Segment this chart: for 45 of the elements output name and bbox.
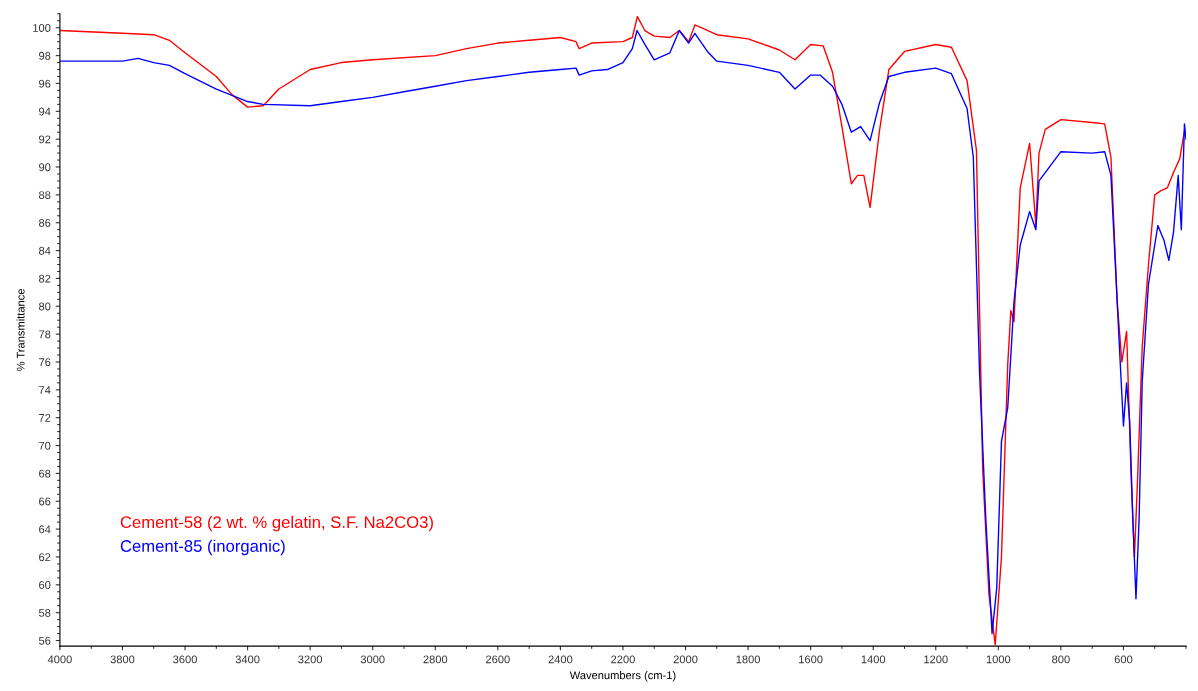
x-tick-label: 2200	[611, 655, 635, 664]
x-tick-label: 3400	[235, 655, 260, 664]
x-tick-label: 1800	[736, 655, 761, 664]
y-tick-label: 78	[39, 330, 51, 339]
y-tick-label: 98	[39, 51, 51, 60]
y-axis-title: % Transmittance	[16, 289, 25, 371]
y-tick-label: 56	[38, 636, 51, 645]
x-tick-label: 1000	[986, 655, 1011, 664]
x-axis-title: Wavenumbers (cm-1)	[569, 671, 676, 682]
y-tick-label: 60	[39, 581, 51, 589]
y-tick-label: 72	[39, 413, 51, 422]
x-tick-label: 1600	[799, 655, 823, 664]
x-tick-label: 2800	[423, 655, 448, 664]
y-tick-label: 74	[39, 386, 51, 394]
y-tick-label: 84	[39, 246, 51, 255]
y-tick-label: 88	[39, 191, 51, 199]
y-tick-label: 64	[39, 525, 51, 534]
y-tick-label: 62	[39, 553, 51, 562]
x-tick-label: 1200	[924, 655, 948, 664]
x-tick-label: 3000	[360, 655, 385, 664]
y-tick-label: 86	[39, 218, 51, 227]
y-tick-label: 96	[39, 79, 51, 88]
y-tick-label: 80	[39, 302, 51, 311]
x-tick-label: 2400	[548, 655, 573, 664]
y-tick-label: 100	[33, 24, 51, 32]
x-tick-label: 800	[1052, 655, 1070, 664]
x-tick-label: 1400	[861, 655, 886, 664]
y-tick-label: 70	[39, 441, 51, 450]
y-tick-label: 66	[39, 497, 51, 506]
x-tick-label: 2600	[486, 655, 510, 664]
text: Cement-85 (inorganic)	[120, 539, 285, 556]
y-tick-label: 58	[38, 608, 51, 617]
x-tick-label: 3200	[298, 655, 323, 664]
x-tick-label: 600	[1114, 655, 1133, 664]
y-tick-label: 92	[39, 135, 51, 144]
x-tick-label: 3800	[110, 655, 135, 664]
y-tick-label: 76	[39, 358, 51, 367]
x-tick-label: 2000	[673, 655, 698, 664]
y-tick-label: 82	[39, 274, 51, 283]
y-tick-label: 94	[39, 107, 51, 116]
x-tick-label: 4000	[47, 655, 72, 664]
y-tick-label: 68	[39, 469, 51, 478]
y-tick-label: 90	[39, 163, 51, 172]
x-tick-label: 3600	[173, 655, 197, 664]
text: Cement-58 (2 wt. % gelatin, S.F. Na2CO3)	[120, 515, 433, 532]
